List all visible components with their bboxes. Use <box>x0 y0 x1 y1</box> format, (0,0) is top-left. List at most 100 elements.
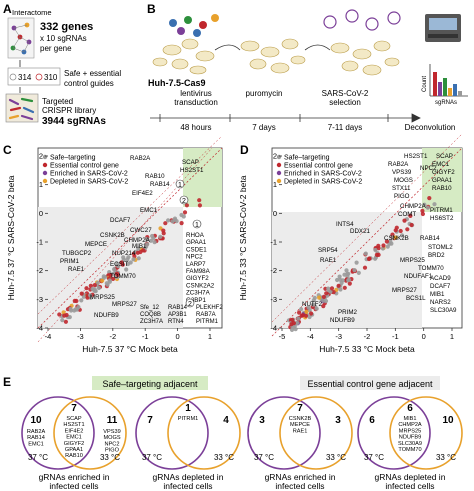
point-label-d: DDX21 <box>350 228 371 235</box>
callout-list1-gene: GPAA1 <box>186 239 207 246</box>
scatter-point <box>400 233 405 238</box>
x-tick-label: -5 <box>279 332 286 341</box>
scatter-point <box>337 274 342 279</box>
scatter-point <box>398 228 403 234</box>
venn-caption-1: gRNAs enriched in <box>265 472 336 482</box>
scatter-point <box>92 283 97 288</box>
scatter-point <box>289 322 294 327</box>
controls-box <box>7 67 61 86</box>
scatter-point <box>163 221 168 226</box>
point-label-d: GPAA1 <box>432 177 453 184</box>
scatter-point <box>312 295 317 300</box>
library-icon <box>8 97 35 121</box>
virus-particles-1 <box>169 14 219 37</box>
point-label-c: CHMP2A <box>124 237 151 244</box>
point-label-d: SRP54 <box>318 247 338 254</box>
scatter-point <box>323 298 329 304</box>
time4-label: Deconvolution <box>405 123 456 132</box>
y-tick-label: 0 <box>273 209 277 218</box>
scatter-d <box>271 133 463 337</box>
callout-list2-gene: AP3B1 <box>168 312 187 318</box>
safe-icon <box>9 73 17 81</box>
venn-mid-count: 7 <box>297 403 303 414</box>
scatter-point <box>373 256 378 261</box>
scatter-point <box>182 210 188 215</box>
point-label-d: HS2ST1 <box>404 153 428 160</box>
scatter-point <box>394 225 399 230</box>
count-histogram <box>429 64 468 97</box>
venn-mid-gene: GPAA1 <box>65 447 83 453</box>
venn-temp-37: 37 °C <box>28 453 48 462</box>
venn-mid-gene: RAE1 <box>293 428 308 434</box>
scatter-point <box>321 294 326 299</box>
scatter-point <box>329 286 335 291</box>
scatter-point <box>304 309 309 314</box>
y-tick-label: -4 <box>36 324 43 333</box>
scatter-point <box>136 246 141 251</box>
point-label-d: VPS39 <box>392 169 412 176</box>
scatter-point <box>184 203 189 208</box>
scatter-point <box>373 247 378 253</box>
point-label-c: RAB14 <box>150 181 170 188</box>
scatter-point <box>338 287 343 292</box>
point-label-d: ACAD9 <box>430 275 451 282</box>
scatter-point <box>158 234 163 239</box>
point-label-d: NDUFAF1 <box>404 273 433 280</box>
scatter-point <box>311 302 316 307</box>
venn-mid-count: 6 <box>407 403 413 414</box>
venn-temp-37: 37 °C <box>364 453 384 462</box>
point-label-c: MRPS27 <box>112 301 137 308</box>
point-label-c: CWC27 <box>130 227 152 234</box>
venn-temp-33: 33 °C <box>100 453 120 462</box>
scatter-point <box>88 293 93 298</box>
venn-right-gene: VPS39 <box>103 429 120 435</box>
scatter-point <box>107 278 112 283</box>
point-label-d: RAB10 <box>432 185 452 192</box>
venn-circle-37c <box>135 396 209 470</box>
scatter-point <box>326 286 331 291</box>
legend-c-essential: Essential control gene <box>50 163 119 170</box>
venn-caption-1: gRNAs depleted in <box>375 472 446 482</box>
venn-temp-37: 37 °C <box>254 453 274 462</box>
scatter-point <box>104 281 109 286</box>
point-label-d: CHMP2A <box>400 203 427 210</box>
venn-temp-33: 33 °C <box>436 453 456 462</box>
callout-list2-gene: ZC3H7A <box>140 319 163 325</box>
scatter-point <box>306 305 311 310</box>
scatter-point <box>144 237 150 242</box>
scatter-point <box>121 255 126 260</box>
scatter-point <box>57 312 62 317</box>
scatter-point <box>356 270 361 275</box>
point-label-d: BRD2 <box>428 252 445 259</box>
scatter-point <box>422 202 427 207</box>
d-ylabel: Huh-7.5 33 °C SARS-CoV-2 beta <box>238 175 248 300</box>
legend-d-depleted: Depleted in SARS-CoV-2 <box>284 179 362 186</box>
venn-circle-33c <box>279 396 353 470</box>
point-label-c: MRPS25 <box>90 294 115 301</box>
callout-list2-gene: RAB14 <box>168 305 188 311</box>
venn-mid-gene: PITRM1 <box>178 416 199 422</box>
scatter-point <box>345 271 350 276</box>
venn-mid-gene: MEPCE <box>290 422 310 428</box>
y-tick-label: 1 <box>39 180 43 189</box>
venn-diagrams: 10711SCAPHS2ST1EIF4E2EMC1GIGYF2GPAA1RAB1… <box>21 396 463 491</box>
y-tick-label: -1 <box>36 238 43 247</box>
x-tick-label: 0 <box>176 332 180 341</box>
hist-xlabel: sgRNAs <box>435 100 457 106</box>
venn-left-count: 10 <box>30 415 42 426</box>
point-label-d: MRPS27 <box>392 287 417 294</box>
venn-right-count: 10 <box>442 415 454 426</box>
step1-label-1: lentivirus <box>180 89 212 98</box>
per-gene-label-2: per gene <box>40 44 72 53</box>
panel-b-label: B <box>147 2 156 16</box>
venn-left-count: 6 <box>369 415 375 426</box>
panel-a-label: A <box>3 2 12 16</box>
scatter-point <box>299 307 304 312</box>
scatter-point <box>363 251 368 256</box>
point-label-d: SLC30A9 <box>430 307 457 314</box>
scatter-point <box>290 317 295 322</box>
point-label-c: TUBGCP2 <box>62 250 92 257</box>
scatter-point <box>297 310 302 315</box>
scatter-point <box>420 208 425 213</box>
